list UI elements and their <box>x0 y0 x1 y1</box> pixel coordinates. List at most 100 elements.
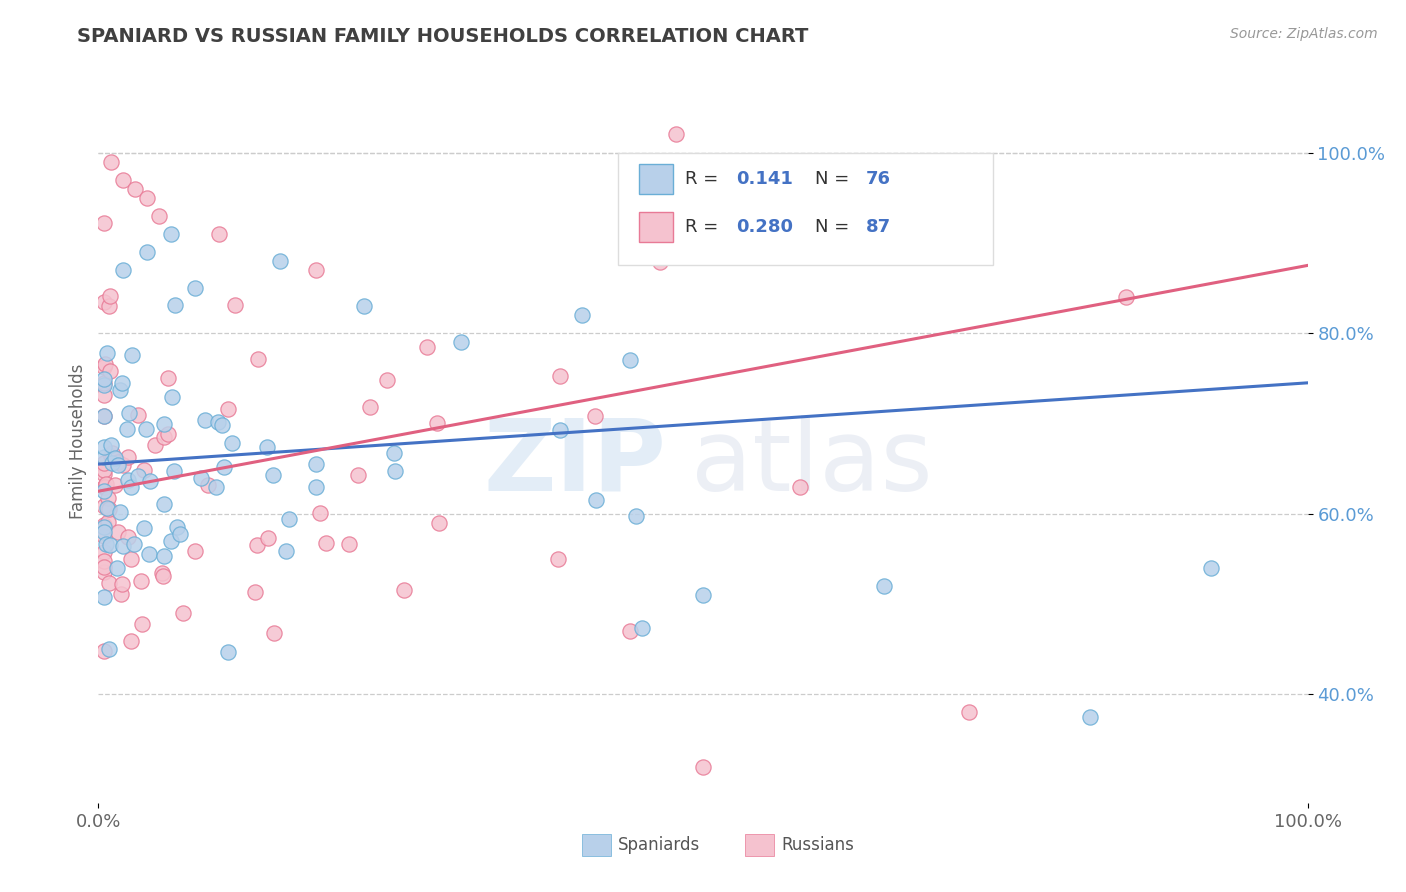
Bar <box>638 164 673 194</box>
Point <box>160 391 183 405</box>
Point <box>269 254 291 268</box>
Point <box>107 458 129 472</box>
Point <box>104 478 127 492</box>
Point <box>117 450 139 464</box>
Point <box>150 566 173 581</box>
Point <box>221 435 243 450</box>
Point <box>120 633 142 648</box>
Point <box>153 549 176 564</box>
Point <box>93 566 115 580</box>
Text: N =: N = <box>815 218 855 236</box>
Text: 87: 87 <box>866 218 891 236</box>
Point <box>583 409 606 423</box>
Point <box>93 463 115 477</box>
Point <box>97 299 120 313</box>
Point <box>626 509 648 524</box>
Text: R =: R = <box>685 218 724 236</box>
Point <box>96 500 118 515</box>
Point <box>111 376 134 390</box>
Point <box>619 624 641 639</box>
Point <box>163 464 186 478</box>
Bar <box>638 211 673 242</box>
Point <box>93 409 115 423</box>
Point <box>135 244 157 259</box>
Point <box>347 467 370 482</box>
Point <box>117 473 139 487</box>
Text: Source: ZipAtlas.com: Source: ZipAtlas.com <box>1230 27 1378 41</box>
Point <box>93 457 115 471</box>
Point <box>217 645 239 659</box>
Point <box>207 415 229 429</box>
Point <box>278 512 301 526</box>
Point <box>93 480 115 494</box>
Point <box>97 515 120 529</box>
Point <box>184 544 207 558</box>
Point <box>548 368 571 383</box>
Point <box>337 536 360 550</box>
Point <box>1115 290 1137 304</box>
Point <box>93 467 115 481</box>
Point <box>256 440 278 454</box>
Point <box>93 518 115 533</box>
Text: Russians: Russians <box>782 836 855 854</box>
Point <box>93 483 115 498</box>
Point <box>152 497 174 511</box>
Point <box>98 502 121 516</box>
Point <box>108 384 131 398</box>
Point <box>305 457 328 471</box>
Point <box>93 499 115 513</box>
Text: 0.141: 0.141 <box>735 170 793 188</box>
Point <box>166 520 188 534</box>
Point <box>93 409 115 423</box>
Point <box>169 526 191 541</box>
Point <box>94 537 117 551</box>
Point <box>246 538 269 552</box>
Point <box>93 450 115 464</box>
Bar <box>745 834 775 855</box>
Point <box>152 430 174 444</box>
Point <box>550 423 572 437</box>
Point <box>789 480 811 494</box>
Point <box>619 353 641 368</box>
Point <box>305 480 328 494</box>
Point <box>93 295 115 310</box>
Point <box>382 446 405 460</box>
Text: 0.280: 0.280 <box>735 218 793 236</box>
Point <box>184 281 207 295</box>
Point <box>93 440 115 454</box>
Point <box>152 569 174 583</box>
Point <box>135 191 157 205</box>
Point <box>100 154 122 169</box>
Point <box>94 477 117 491</box>
Text: N =: N = <box>815 170 855 188</box>
Point <box>650 255 672 269</box>
Point <box>205 480 228 494</box>
Point <box>665 128 688 142</box>
Point <box>93 529 115 543</box>
Point <box>212 460 235 475</box>
Point <box>121 348 143 362</box>
Point <box>111 172 134 186</box>
Point <box>93 553 115 567</box>
Point <box>131 617 153 632</box>
Bar <box>582 834 612 855</box>
Point <box>631 621 654 635</box>
Point <box>93 559 115 574</box>
Point <box>353 299 375 313</box>
Point <box>139 474 162 488</box>
Y-axis label: Family Households: Family Households <box>69 364 87 519</box>
Point <box>217 402 239 417</box>
Point <box>118 406 141 420</box>
Point <box>172 607 194 621</box>
Point <box>450 335 472 350</box>
Point <box>585 492 607 507</box>
Point <box>315 535 337 549</box>
Point <box>194 413 217 427</box>
Point <box>957 706 980 720</box>
Point <box>262 468 284 483</box>
Point <box>148 209 170 223</box>
Point <box>93 520 115 534</box>
Text: atlas: atlas <box>690 415 932 512</box>
Point <box>392 582 415 597</box>
Point <box>112 539 135 553</box>
